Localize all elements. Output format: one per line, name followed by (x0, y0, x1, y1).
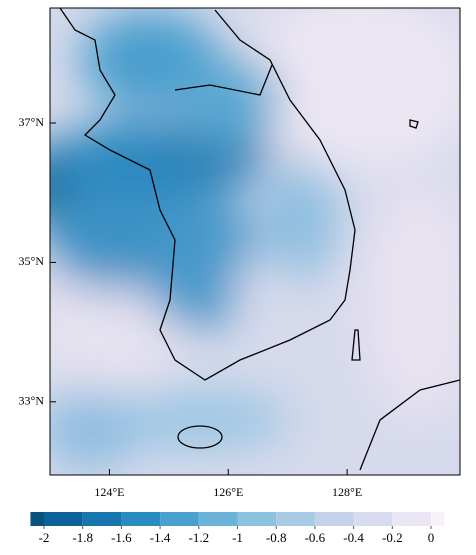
colorbar-label: -1.8 (72, 530, 93, 545)
colorbar-segment (276, 512, 315, 526)
colorbar-segment (237, 512, 277, 526)
colorbar-label: -2 (39, 530, 50, 545)
x-tick-label: 126°E (213, 485, 243, 499)
colorbar-label: -0.6 (305, 530, 326, 545)
y-tick-label: 37°N (19, 115, 45, 129)
colorbar-segment (431, 512, 445, 526)
colorbar-label: -0.4 (343, 530, 364, 545)
coastline (59, 8, 460, 471)
colorbar-segment (392, 512, 431, 526)
map-frame (49, 7, 461, 476)
colorbar-segment (314, 512, 354, 526)
x-tick-label: 128°E (332, 485, 362, 499)
colorbar-segment (353, 512, 393, 526)
axes: 124°E 126°E 128°E 33°N 35°N 37°N (19, 115, 363, 499)
field (50, 8, 460, 475)
colorbar-segment (44, 512, 83, 526)
colorbar-segment (160, 512, 199, 526)
colorbar-label: -1.6 (111, 530, 132, 545)
colorbar-label: -1.2 (189, 530, 210, 545)
colorbar-label: -1.4 (150, 530, 171, 545)
colorbar-label: 0 (428, 530, 435, 545)
colorbar-segment (30, 512, 44, 526)
x-tick-label: 124°E (94, 485, 124, 499)
colorbar-segment (82, 512, 122, 526)
colorbar-label: -0.2 (382, 530, 403, 545)
colorbar-segment (121, 512, 161, 526)
colorbar: -2 -1.8 -1.6 -1.4 -1.2 -1 -0.8 -0.6 -0.4 -0.2 0 (30, 512, 445, 545)
y-tick-label: 33°N (19, 394, 45, 408)
colorbar-label: -1 (232, 530, 243, 545)
colorbar-label: -0.8 (266, 530, 287, 545)
colorbar-segment (198, 512, 238, 526)
y-tick-label: 35°N (19, 254, 45, 268)
